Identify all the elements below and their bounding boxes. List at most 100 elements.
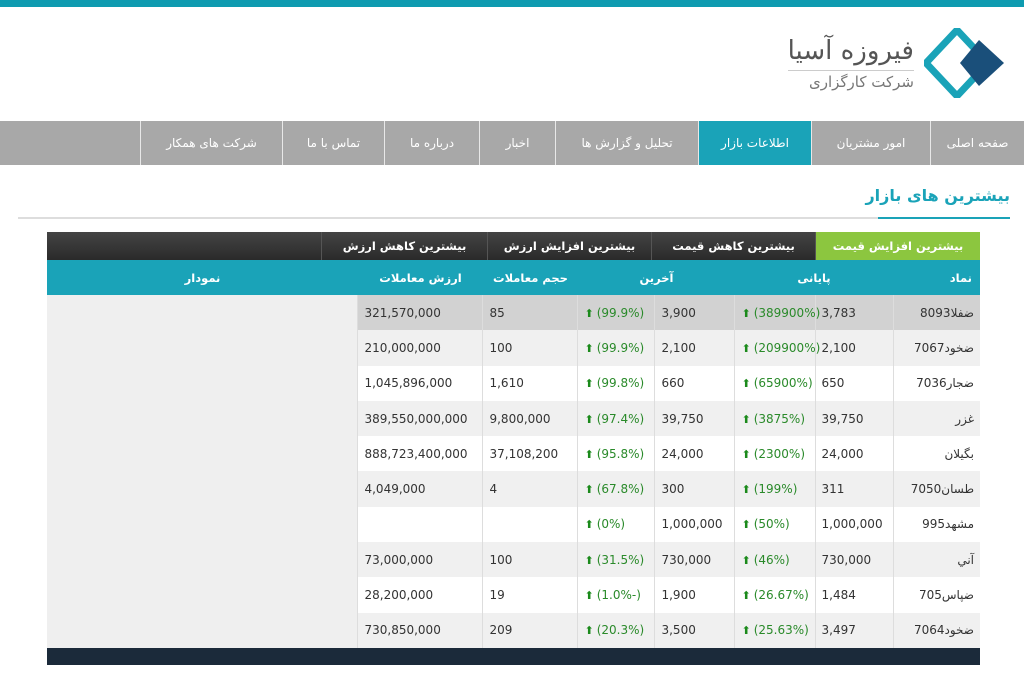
value-cell-text: 389,550,000,000 <box>364 411 468 426</box>
table-row[interactable]: ضخود7067 2,100 ⬆ (209900%) 2,100 ⬆ (99.9%) 100 2… <box>47 330 980 366</box>
last-price-cell-text: 3,900 <box>661 305 696 320</box>
last-change-cell-text: (97.4%) <box>596 411 645 426</box>
table-row[interactable]: ضخود7064 3,497 ⬆ (25.63%) 3,500 ⬆ (20.3%) 209 73… <box>47 612 980 648</box>
close-price-cell-text: 1,000,000 <box>821 517 883 532</box>
nav-contact[interactable]: تماس با ما <box>282 121 384 165</box>
volume-cell: 4 <box>482 471 578 507</box>
nav-market-info[interactable]: اطلاعات بازار <box>698 121 811 165</box>
symbol-cell: آني <box>892 542 980 578</box>
last-change-cell-text: (1.0%-) <box>596 588 641 603</box>
close-price-cell-text: 24,000 <box>821 446 864 461</box>
nav-analysis[interactable]: تحلیل و گزارش ها <box>555 121 698 165</box>
nav-home[interactable]: صفحه اصلی <box>930 121 1024 165</box>
last-price-cell-text: 730,000 <box>661 552 712 567</box>
arrow-up-icon: ⬆ <box>584 377 594 391</box>
arrow-up-icon: ⬆ <box>741 341 751 355</box>
close-change-cell: ⬆ (26.67%) <box>734 577 815 613</box>
logo-diamond-icon <box>924 28 1004 98</box>
last-change-cell-text: (99.9%) <box>596 305 645 320</box>
last-change-cell-text: (95.8%) <box>596 446 645 461</box>
symbol-cell: مشهد995 <box>892 506 980 543</box>
close-change-cell: ⬆ (65900%) <box>734 365 815 401</box>
arrow-up-icon: ⬆ <box>584 518 594 532</box>
last-change-cell: ⬆ (97.4%) <box>577 400 655 437</box>
arrow-up-icon: ⬆ <box>584 306 594 320</box>
nav-partners[interactable]: شرکت های همکار <box>140 121 282 165</box>
value-cell-text: 321,570,000 <box>364 305 441 320</box>
close-change-cell-text: (25.63%) <box>753 623 809 638</box>
table-row[interactable]: طسان7050 311 ⬆ (199%) 300 ⬆ (67.8%) 4 4,049,000 <box>47 471 980 507</box>
close-change-cell-text: (209900%) <box>753 340 821 355</box>
last-price-cell: 39,750 <box>654 400 735 437</box>
value-cell: 389,550,000,000 <box>357 400 483 437</box>
last-change-cell: ⬆ (95.8%) <box>577 436 655 472</box>
brand-subtitle: شرکت کارگزاری <box>787 69 914 91</box>
arrow-up-icon: ⬆ <box>741 306 751 320</box>
symbol-cell-text: ضخود7064 <box>913 623 974 638</box>
arrow-up-icon: ⬆ <box>741 553 751 567</box>
tab-top-price-increase[interactable]: بیشترین افزایش قیمت <box>815 232 980 260</box>
close-price-cell-text: 650 <box>821 376 845 391</box>
symbol-cell: ضخود7067 <box>892 330 980 366</box>
value-cell-text: 730,850,000 <box>364 623 441 638</box>
last-price-cell-text: 2,100 <box>661 340 696 355</box>
tab-top-price-decrease[interactable]: بیشترین کاهش قیمت <box>651 232 815 260</box>
col-symbol[interactable]: نماد <box>893 260 980 295</box>
col-last[interactable]: آخرین <box>577 260 735 295</box>
close-change-cell-text: (50%) <box>753 517 790 532</box>
last-change-cell: ⬆ (99.9%) <box>577 295 655 331</box>
value-cell: 888,723,400,000 <box>357 436 483 472</box>
col-value[interactable]: ارزش معاملات <box>357 260 483 295</box>
table-row[interactable]: غزر 39,750 ⬆ (3875%) 39,750 ⬆ (97.4%) 9,800,000… <box>47 400 980 437</box>
volume-cell-text: 100 <box>489 552 513 567</box>
value-cell: 28,200,000 <box>357 577 483 613</box>
symbol-cell: طسان7050 <box>892 471 980 507</box>
table-row[interactable]: مشهد995 1,000,000 ⬆ (50%) 1,000,000 ⬆ (0%) <box>47 506 980 543</box>
volume-cell: 100 <box>482 542 578 578</box>
volume-cell <box>482 506 578 543</box>
brand-logo[interactable]: فیروزه آسیا شرکت کارگزاری <box>787 28 1010 98</box>
col-close[interactable]: پایانی <box>734 260 893 295</box>
arrow-up-icon: ⬆ <box>741 589 751 603</box>
arrow-up-icon: ⬆ <box>584 447 594 461</box>
table-row[interactable]: آني 730,000 ⬆ (46%) 730,000 ⬆ (31.5%) 100 73,000… <box>47 542 980 578</box>
value-cell-text: 28,200,000 <box>364 588 434 603</box>
volume-cell-text: 9,800,000 <box>489 411 551 426</box>
market-tabs: بیشترین افزایش قیمت بیشترین کاهش قیمت بی… <box>47 232 980 260</box>
close-price-cell: 3,783 <box>814 295 893 331</box>
nav-about[interactable]: درباره ما <box>384 121 479 165</box>
close-change-cell: ⬆ (2300%) <box>734 436 815 472</box>
table-row[interactable]: ضفلا8093 3,783 ⬆ (389900%) 3,900 ⬆ (99.9%) 85 32… <box>47 295 980 648</box>
arrow-up-icon: ⬆ <box>584 624 594 638</box>
tab-top-value-increase[interactable]: بیشترین افزایش ارزش <box>487 232 651 260</box>
table-row[interactable]: بگیلان 24,000 ⬆ (2300%) 24,000 ⬆ (95.8%) 37,108… <box>47 436 980 472</box>
table-row[interactable]: ضپاس705 1,484 ⬆ (26.67%) 1,900 ⬆ (1.0%-) 19 28,2… <box>47 577 980 613</box>
last-price-cell: 2,100 <box>654 330 735 366</box>
last-price-cell-text: 300 <box>661 482 685 497</box>
arrow-up-icon: ⬆ <box>741 377 751 391</box>
symbol-cell: بگیلان <box>892 436 980 472</box>
symbol-cell: غزر <box>892 400 980 437</box>
col-volume[interactable]: حجم معاملات <box>482 260 578 295</box>
close-change-cell-text: (389900%) <box>753 305 821 320</box>
tab-top-value-decrease[interactable]: بیشترین کاهش ارزش <box>321 232 487 260</box>
value-cell-text: 73,000,000 <box>364 552 434 567</box>
symbol-cell: ضخود7064 <box>892 612 980 648</box>
arrow-up-icon: ⬆ <box>584 589 594 603</box>
last-price-cell: 300 <box>654 471 735 507</box>
arrow-up-icon: ⬆ <box>741 447 751 461</box>
last-change-cell: ⬆ (20.3%) <box>577 612 655 648</box>
table-row[interactable]: ضجار7036 650 ⬆ (65900%) 660 ⬆ (99.8%) 1,610 1,04… <box>47 365 980 401</box>
last-change-cell: ⬆ (31.5%) <box>577 542 655 578</box>
close-price-cell: 2,100 <box>814 330 893 366</box>
nav-customers[interactable]: امور مشتریان <box>811 121 930 165</box>
symbol-cell-text: ضخود7067 <box>913 340 974 355</box>
close-change-cell-text: (65900%) <box>753 376 813 391</box>
last-change-cell-text: (20.3%) <box>596 623 645 638</box>
table-header: نماد پایانی آخرین حجم معاملات ارزش معامل… <box>47 260 980 295</box>
close-price-cell-text: 730,000 <box>821 552 872 567</box>
volume-cell-text: 19 <box>489 588 505 603</box>
arrow-up-icon: ⬆ <box>741 624 751 638</box>
close-price-cell: 650 <box>814 365 893 401</box>
nav-news[interactable]: اخبار <box>479 121 555 165</box>
